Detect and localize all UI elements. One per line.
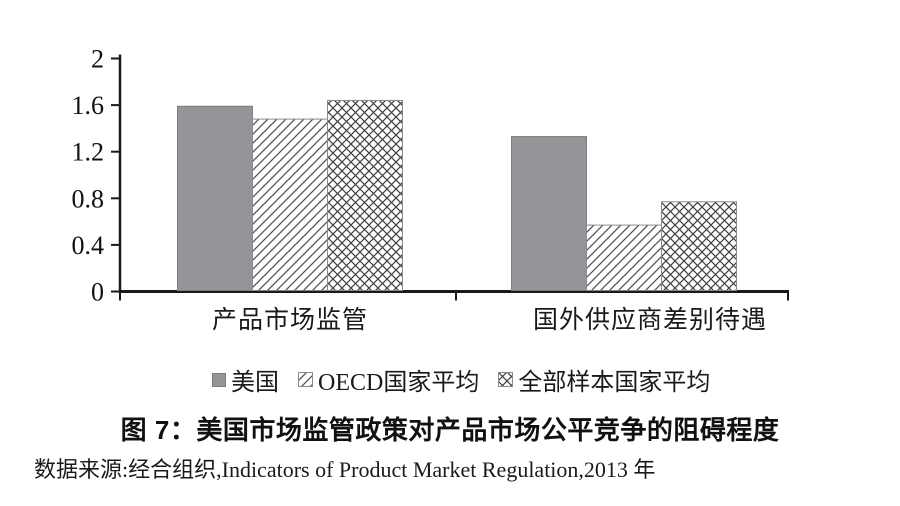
- category-label-product-market-regulation: 产品市场监管: [211, 307, 368, 334]
- chart-legend: 美国 OECD国家平均 全部样本国家平均: [212, 362, 710, 397]
- legend-label-oecd-average: OECD国家平均: [318, 370, 480, 396]
- figure-source: 数据来源:经合组织,Indicators of Product Market R…: [34, 457, 656, 482]
- bar-solid-gray-category-1: [511, 136, 587, 291]
- category-label-foreign-supplier-treatment: 国外供应商差别待遇: [532, 307, 767, 334]
- legend-label-usa: 美国: [231, 370, 279, 396]
- bar-diagonal-hatch-category-0: [252, 118, 328, 291]
- y-tick-label: 0.8: [72, 184, 105, 213]
- y-tick-label: 1.6: [72, 91, 105, 120]
- figure-title: 图 7：美国市场监管政策对产品市场公平竞争的阻碍程度: [120, 415, 780, 445]
- y-tick-label: 0.4: [72, 231, 105, 260]
- legend-swatch-cross-hatch-icon: [498, 372, 514, 387]
- bar-cross-hatch-category-0: [327, 99, 403, 291]
- legend-item-usa: 美国: [212, 362, 279, 397]
- bar-solid-gray-category-0: [177, 105, 253, 291]
- bar-chart-plot: 0 0.4 0.8 1.2 1.6 2: [72, 45, 789, 306]
- bars: [177, 99, 737, 291]
- legend-item-oecd-average: OECD国家平均: [298, 362, 479, 397]
- y-tick-label: 1.2: [72, 138, 105, 167]
- axes: 0 0.4 0.8 1.2 1.6 2: [72, 45, 789, 306]
- legend-label-all-sample-average: 全部样本国家平均: [518, 370, 711, 396]
- legend-swatch-diagonal-hatch-icon: [298, 372, 313, 387]
- y-tick-label: 2: [91, 45, 104, 74]
- legend-item-all-sample-average: 全部样本国家平均: [498, 362, 710, 397]
- y-tick-label: 0: [91, 278, 104, 306]
- bar-diagonal-hatch-category-1: [586, 224, 662, 291]
- bar-cross-hatch-category-1: [661, 201, 737, 291]
- legend-swatch-solid-icon: [212, 372, 226, 387]
